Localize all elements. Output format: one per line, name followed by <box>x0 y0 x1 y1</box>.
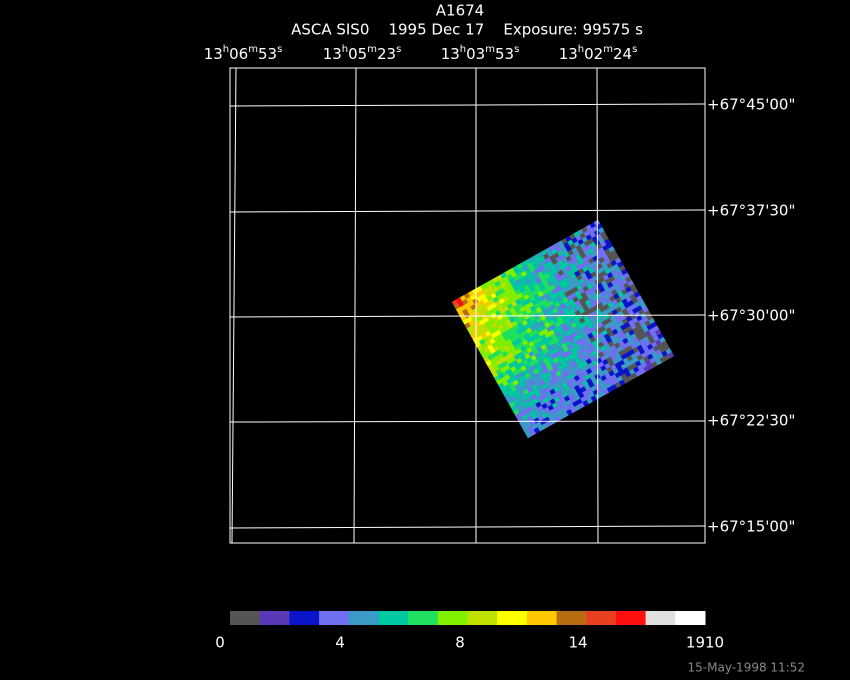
colorbar-swatch <box>408 611 439 625</box>
colorbar-swatch <box>556 611 587 625</box>
colorbar-label: 0 <box>215 634 225 652</box>
grid-line <box>229 314 706 318</box>
ra-label: 13h05m23s <box>323 44 402 63</box>
colorbar-swatch <box>586 611 617 625</box>
grid-line <box>596 67 599 544</box>
colorbar-swatch <box>645 611 676 625</box>
grid-line <box>229 209 706 213</box>
colorbar-swatch <box>348 611 379 625</box>
colorbar-swatch <box>378 611 409 625</box>
grid-line <box>229 525 706 529</box>
colorbar-label: 8 <box>455 634 465 652</box>
colorbar-swatch <box>319 611 350 625</box>
dec-label: +67°15'00" <box>707 518 795 536</box>
dec-label: +67°30'00" <box>707 307 795 325</box>
colorbar-swatch <box>615 611 647 625</box>
grid-line <box>353 67 357 544</box>
colorbar-swatch <box>526 611 558 625</box>
image-pixel <box>667 351 675 359</box>
grid-line <box>229 420 706 423</box>
colorbar-swatch <box>289 611 320 625</box>
colorbar-swatch <box>259 611 290 625</box>
colorbar-label: 14 <box>568 634 587 652</box>
dec-label: +67°22'30" <box>707 412 795 430</box>
colorbar-swatch <box>675 611 706 625</box>
subtitle: ASCA SIS0 1995 Dec 17 Exposure: 99575 s <box>291 21 643 39</box>
colorbar-swatch <box>437 611 468 625</box>
colorbar-swatch <box>497 611 528 625</box>
dec-label: +67°37'30" <box>707 202 795 220</box>
frame <box>229 67 706 544</box>
dec-label: +67°45'00" <box>707 96 795 114</box>
ra-label: 13h02m24s <box>559 44 638 63</box>
ra-label: 13h06m53s <box>204 44 283 63</box>
grid-line <box>229 103 706 107</box>
colorbar-label: 1910 <box>686 634 724 652</box>
colorbar-label: 4 <box>335 634 345 652</box>
timestamp: 15-May-1998 11:52 <box>688 661 805 675</box>
title: A1674 <box>436 2 484 20</box>
grid <box>229 67 706 544</box>
colorbar-swatch <box>467 611 498 625</box>
grid-line <box>231 67 237 544</box>
ra-label: 13h03m53s <box>441 44 520 63</box>
colorbar-swatch <box>230 611 261 625</box>
